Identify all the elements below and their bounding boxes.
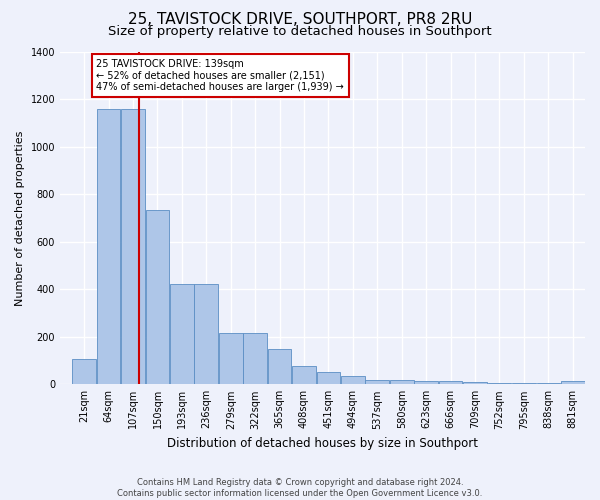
Bar <box>488 383 511 384</box>
Bar <box>244 333 267 384</box>
Bar <box>463 382 487 384</box>
Bar <box>341 376 365 384</box>
Bar <box>194 284 218 384</box>
Bar <box>170 284 194 384</box>
Bar <box>73 360 96 384</box>
Y-axis label: Number of detached properties: Number of detached properties <box>15 130 25 306</box>
Bar <box>146 210 169 384</box>
Bar <box>439 380 463 384</box>
Bar <box>219 333 242 384</box>
Bar <box>365 380 389 384</box>
Bar <box>292 366 316 384</box>
Text: 25 TAVISTOCK DRIVE: 139sqm
← 52% of detached houses are smaller (2,151)
47% of s: 25 TAVISTOCK DRIVE: 139sqm ← 52% of deta… <box>97 58 344 92</box>
Bar <box>536 383 560 384</box>
Text: Size of property relative to detached houses in Southport: Size of property relative to detached ho… <box>108 25 492 38</box>
Bar <box>317 372 340 384</box>
Bar <box>561 380 584 384</box>
Bar <box>121 108 145 384</box>
Bar <box>268 348 292 384</box>
Bar <box>512 383 536 384</box>
X-axis label: Distribution of detached houses by size in Southport: Distribution of detached houses by size … <box>167 437 478 450</box>
Text: Contains HM Land Registry data © Crown copyright and database right 2024.
Contai: Contains HM Land Registry data © Crown c… <box>118 478 482 498</box>
Bar <box>415 380 438 384</box>
Text: 25, TAVISTOCK DRIVE, SOUTHPORT, PR8 2RU: 25, TAVISTOCK DRIVE, SOUTHPORT, PR8 2RU <box>128 12 472 28</box>
Bar <box>97 108 121 384</box>
Bar <box>390 380 413 384</box>
